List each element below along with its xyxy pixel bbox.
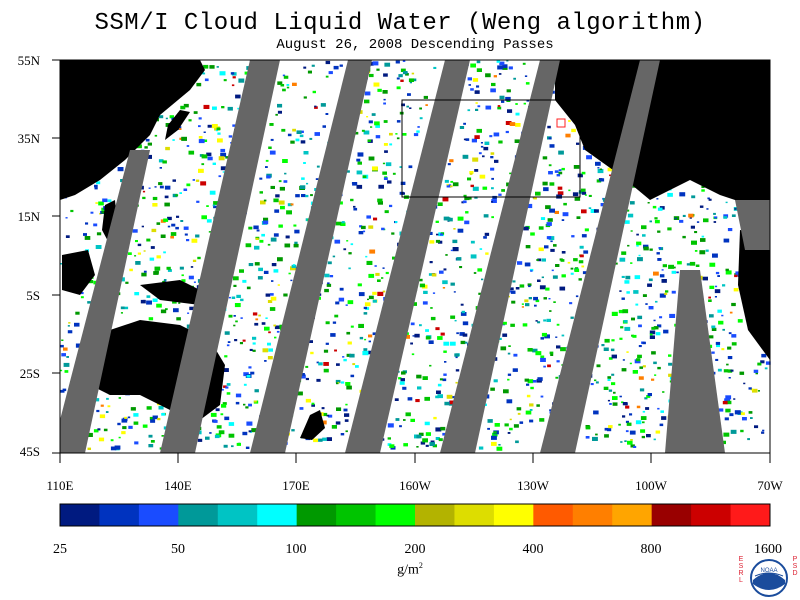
swath-gap: [160, 60, 280, 453]
colorbar-swatch: [651, 504, 692, 526]
colorbar-label-400: 400: [522, 542, 544, 557]
lat-label-5s: 5S: [26, 288, 40, 303]
colorbar-swatch: [257, 504, 298, 526]
swath-gap: [345, 60, 470, 453]
logo-right-letters: PSD: [791, 556, 799, 577]
colorbar-swatch: [533, 504, 574, 526]
logo-right-text: PSD: [790, 556, 800, 580]
colorbar-swatch: [493, 504, 534, 526]
units-superscript: 2: [418, 561, 423, 570]
colorbar-swatch: [178, 504, 219, 526]
lon-ticks: [59, 453, 771, 463]
colorbar-label-1600: 1600: [754, 542, 782, 557]
lat-label-25s: 25S: [19, 366, 40, 381]
logo-center-text: NOAA: [760, 568, 777, 574]
colorbar-label-200: 200: [404, 542, 426, 557]
new-guinea-land: [140, 280, 210, 305]
colorbar-label-50: 50: [171, 542, 185, 557]
lon-label-170e: 170E: [282, 478, 310, 493]
swath-gap: [540, 60, 660, 453]
lat-ticks: [52, 59, 60, 454]
lat-label-45s: 45S: [19, 444, 40, 459]
colorbar-units: g/m2: [380, 561, 440, 579]
colorbar-swatch: [612, 504, 653, 526]
colorbar-swatch: [691, 504, 732, 526]
colorbar-swatch: [454, 504, 495, 526]
colorbar-frame: [59, 503, 771, 527]
lon-label-130w: 130W: [517, 478, 549, 493]
japan-land: [165, 110, 190, 140]
lon-label-100w: 100W: [635, 478, 667, 493]
colorbar-label-800: 800: [640, 542, 662, 557]
noaa-logo: ESRL NOAA PSD: [736, 556, 800, 600]
region-box: [401, 99, 581, 198]
logo-left-letters: ESRL: [737, 556, 745, 584]
swath-gaps: [60, 60, 770, 453]
chart-subtitle: August 26, 2008 Descending Passes: [276, 37, 554, 53]
lon-label-110e: 110E: [46, 478, 74, 493]
lat-label-35n: 35N: [17, 131, 40, 146]
chart-title: SSM/I Cloud Liquid Water (Weng algorithm…: [94, 10, 706, 37]
units-text: g/m: [397, 562, 419, 578]
colorbar-swatch: [138, 504, 179, 526]
colorbar: [60, 504, 771, 526]
colorbar-swatch: [375, 504, 416, 526]
lat-label-55n: 55N: [17, 53, 40, 68]
lon-label-140e: 140E: [164, 478, 192, 493]
colorbar-swatch: [730, 504, 771, 526]
lon-label-160w: 160W: [399, 478, 431, 493]
colorbar-swatch: [296, 504, 337, 526]
new-zealand-land: [300, 410, 325, 440]
colorbar-swatch: [99, 504, 140, 526]
swath-gap: [665, 270, 725, 453]
south-america-land: [738, 230, 770, 360]
north-america-land: [555, 60, 770, 215]
colorbar-swatch: [60, 504, 100, 526]
map-panel: [59, 59, 771, 454]
colorbar-swatch: [572, 504, 613, 526]
asia-land: [60, 60, 205, 200]
colorbar-label-100: 100: [285, 542, 307, 557]
colorbar-swatch: [415, 504, 455, 526]
lat-label-15n: 15N: [17, 209, 40, 224]
colorbar-swatch: [217, 504, 258, 526]
lon-label-70w: 70W: [757, 478, 783, 493]
colorbar-label-25: 25: [53, 542, 67, 557]
swath-gap: [440, 60, 560, 453]
swath-gap: [60, 150, 150, 453]
noaa-emblem-icon: NOAA: [750, 559, 788, 597]
red-marker: [556, 118, 566, 128]
colorbar-swatch: [336, 504, 377, 526]
swath-gap: [250, 60, 372, 453]
borneo-land: [62, 250, 95, 295]
swath-gap: [735, 200, 770, 250]
logo-left-text: ESRL: [736, 556, 746, 587]
